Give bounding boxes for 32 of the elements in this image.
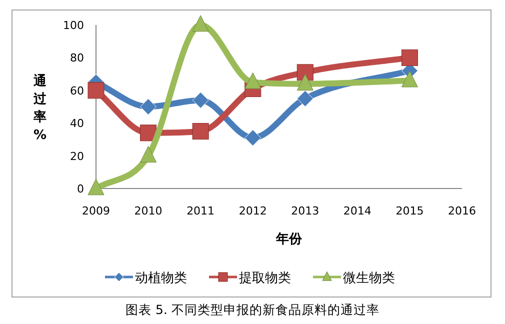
legend-label: 微生物类 [343, 271, 395, 286]
x-tick-label: 2012 [238, 204, 267, 218]
point [401, 70, 418, 88]
x-tick-label: 2013 [291, 204, 320, 218]
point [296, 64, 314, 81]
y-axis-title: 通过率% [32, 73, 48, 143]
y-tick-label: 20 [70, 150, 84, 163]
y-tick-label: 80 [70, 52, 84, 65]
legend-label: 提取物类 [239, 271, 291, 286]
x-tick-label: 2011 [186, 204, 215, 218]
x-tick-label: 2009 [82, 204, 110, 218]
x-tick-label: 2014 [343, 204, 372, 218]
point [192, 92, 209, 108]
point [88, 82, 104, 99]
y-tick-label: 40 [70, 117, 84, 130]
point [296, 74, 314, 91]
text: 图表 5. 不同类型申报的新食品原料的通过率 [126, 302, 380, 317]
y-tick-label: 100 [63, 19, 84, 32]
x-tick-label: 2010 [134, 204, 162, 218]
legend-label: 动植物类 [135, 271, 187, 286]
point [296, 90, 314, 107]
y-tick-label: 0 [77, 182, 84, 196]
point [192, 15, 209, 32]
point [244, 130, 262, 146]
point [192, 123, 209, 140]
x-tick-label: 2016 [448, 204, 476, 218]
y-tick-label: 60 [70, 84, 84, 98]
point [244, 72, 262, 89]
point [140, 98, 157, 115]
point [401, 49, 418, 66]
x-axis-title: 年份 [275, 232, 303, 247]
x-tick-label: 2015 [396, 204, 424, 218]
